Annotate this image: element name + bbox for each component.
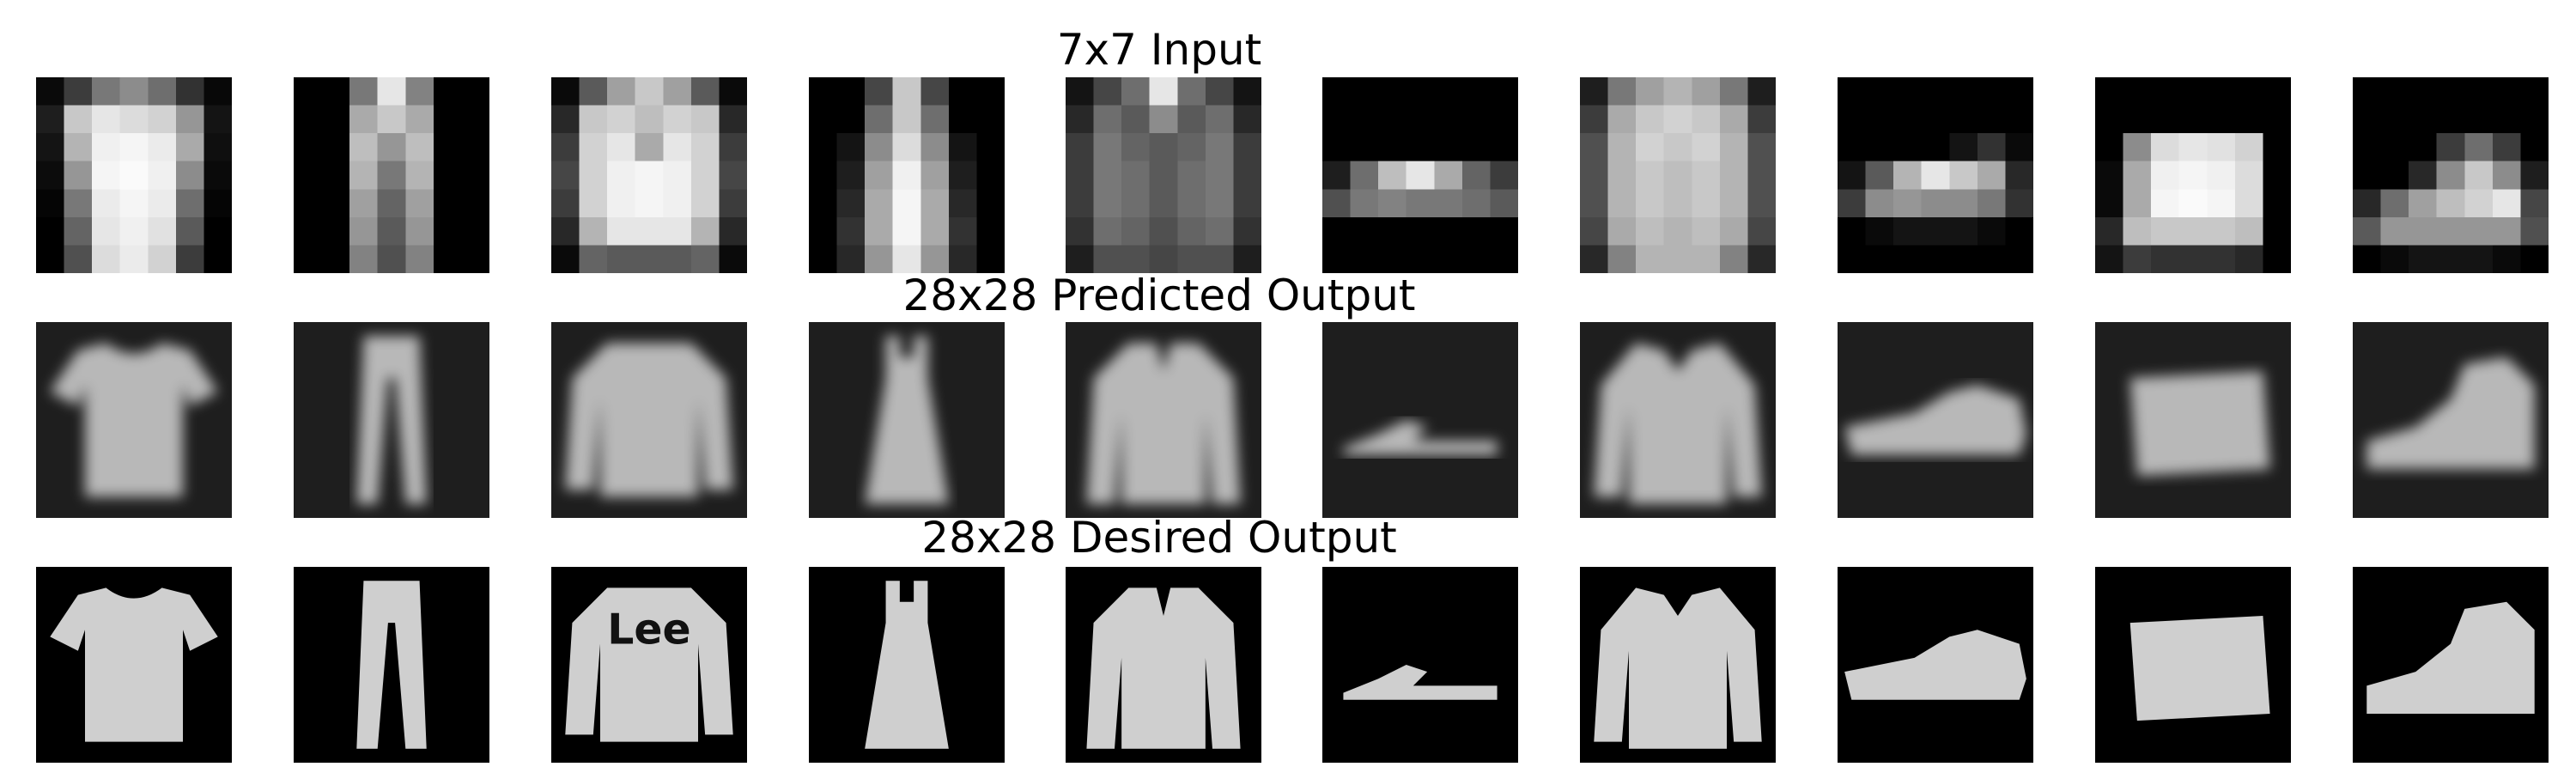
predicted-image-sneaker xyxy=(1838,322,2033,518)
desired-image-ankle-boot xyxy=(2353,567,2549,763)
input-image-dress xyxy=(809,77,1005,273)
dress-icon xyxy=(809,77,1005,273)
input-image-ankle-boot xyxy=(2353,77,2549,273)
ankle-boot-icon xyxy=(2353,77,2549,273)
desired-image-shirt xyxy=(1580,567,1776,763)
desired-image-pullover: Lee xyxy=(551,567,747,763)
predicted-image-t-shirt xyxy=(36,322,232,518)
desired-image-coat xyxy=(1066,567,1261,763)
input-image-sneaker xyxy=(1838,77,2033,273)
desired-image-t-shirt xyxy=(36,567,232,763)
sandal-icon xyxy=(1322,322,1518,518)
pullover-icon xyxy=(551,322,747,518)
row-title-predicted: 28x28 Predicted Output xyxy=(902,271,1416,320)
predicted-image-sandal xyxy=(1322,322,1518,518)
bag-icon xyxy=(2095,77,2291,273)
dress-icon xyxy=(809,567,1005,763)
bag-icon xyxy=(2095,567,2291,763)
dress-icon xyxy=(809,322,1005,518)
tshirt-icon xyxy=(36,322,232,518)
ankle-boot-icon xyxy=(2353,322,2549,518)
row-title-desired: 28x28 Desired Output xyxy=(921,513,1397,563)
tshirt-icon xyxy=(36,567,232,763)
trouser-icon xyxy=(294,77,489,273)
predicted-image-trouser xyxy=(294,322,489,518)
input-image-coat xyxy=(1066,77,1261,273)
sandal-icon xyxy=(1322,77,1518,273)
desired-image-sandal xyxy=(1322,567,1518,763)
sneaker-icon xyxy=(1838,322,2033,518)
sandal-icon xyxy=(1322,567,1518,763)
desired-image-trouser xyxy=(294,567,489,763)
input-image-bag xyxy=(2095,77,2291,273)
coat-icon xyxy=(1066,77,1261,273)
tshirt-icon xyxy=(36,77,232,273)
predicted-image-pullover xyxy=(551,322,747,518)
predicted-image-coat xyxy=(1066,322,1261,518)
shirt-icon xyxy=(1580,77,1776,273)
ankle-boot-icon xyxy=(2353,567,2549,763)
desired-image-bag xyxy=(2095,567,2291,763)
input-image-t-shirt xyxy=(36,77,232,273)
coat-icon xyxy=(1066,322,1261,518)
sneaker-icon xyxy=(1838,77,2033,273)
trouser-icon xyxy=(294,322,489,518)
desired-image-dress xyxy=(809,567,1005,763)
sneaker-icon xyxy=(1838,567,2033,763)
shirt-icon xyxy=(1580,322,1776,518)
input-image-shirt xyxy=(1580,77,1776,273)
input-image-pullover xyxy=(551,77,747,273)
desired-image-sneaker xyxy=(1838,567,2033,763)
pullover-print-text: Lee xyxy=(607,606,690,654)
pullover-icon xyxy=(551,77,747,273)
predicted-image-shirt xyxy=(1580,322,1776,518)
bag-icon xyxy=(2095,322,2291,518)
shirt-icon xyxy=(1580,567,1776,763)
predicted-image-ankle-boot xyxy=(2353,322,2549,518)
coat-icon xyxy=(1066,567,1261,763)
predicted-image-bag xyxy=(2095,322,2291,518)
input-image-trouser xyxy=(294,77,489,273)
row-title-input: 7x7 Input xyxy=(1056,25,1262,75)
input-image-sandal xyxy=(1322,77,1518,273)
predicted-image-dress xyxy=(809,322,1005,518)
pullover-icon: Lee xyxy=(551,567,747,763)
trouser-icon xyxy=(294,567,489,763)
